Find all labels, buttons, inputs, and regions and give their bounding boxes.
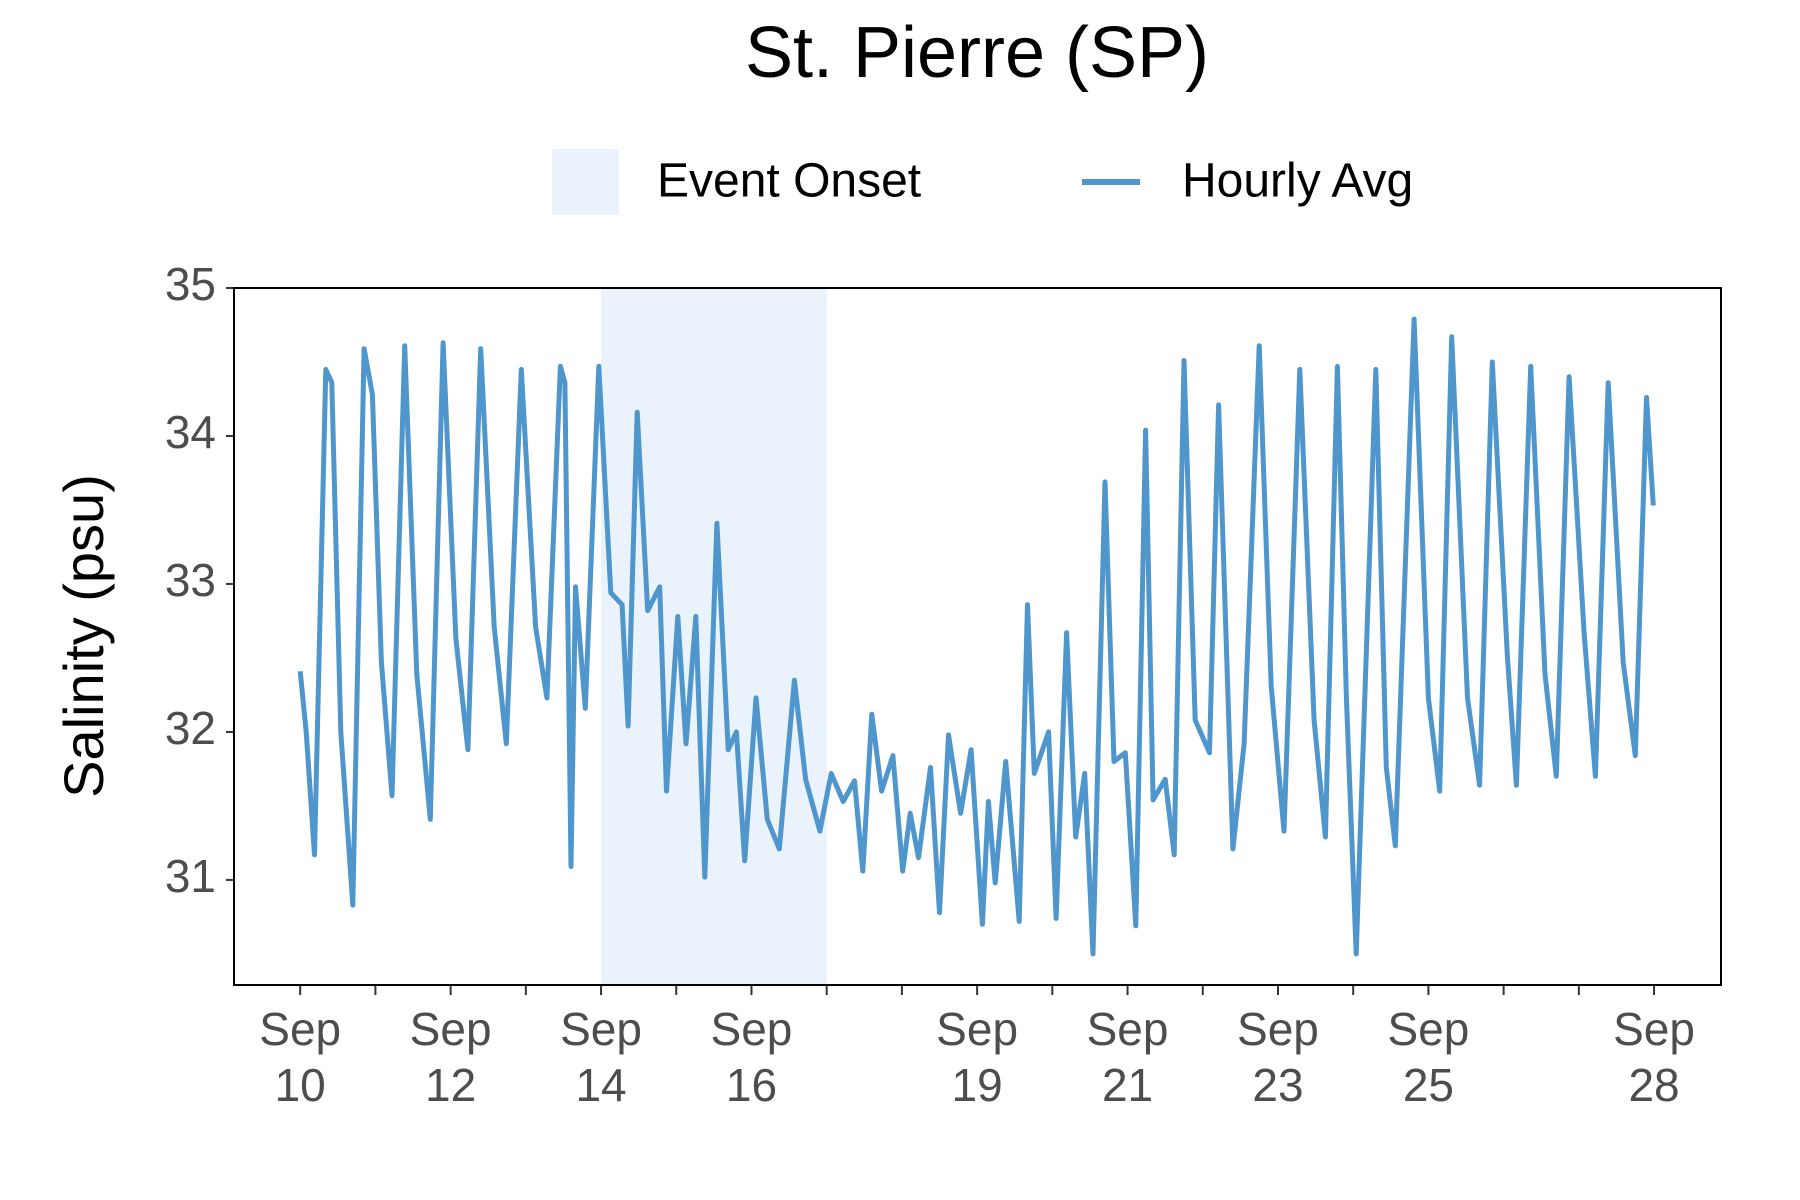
x-tick-label: Sep 25 [1387,1003,1470,1111]
y-tick-label: 34 [165,406,216,458]
x-tick-label: Sep 14 [560,1003,642,1111]
x-tick-label: Sep 28 [1613,1003,1695,1111]
y-axis-label: Salinity (psu) [52,474,115,798]
legend-label: Event Onset [657,155,921,208]
y-tick-label: 35 [165,258,216,310]
x-tick-label: Sep 21 [1086,1003,1169,1111]
x-tick-label: Sep 16 [710,1003,793,1111]
series-line [297,316,1656,957]
x-tick-label: Sep 10 [259,1003,342,1111]
x-tick-label: Sep 23 [1237,1003,1319,1111]
legend-swatch [552,149,619,215]
x-tick-label: Sep 19 [936,1003,1019,1111]
x-tick-label: Sep 12 [409,1003,492,1111]
y-tick-label: 31 [165,850,216,902]
chart-title: St. Pierre (SP) [745,13,1209,93]
y-tick-label: 32 [165,702,216,754]
legend-label: Hourly Avg [1182,155,1413,208]
plot-frame [233,287,1722,986]
y-tick-label: 33 [165,554,216,606]
